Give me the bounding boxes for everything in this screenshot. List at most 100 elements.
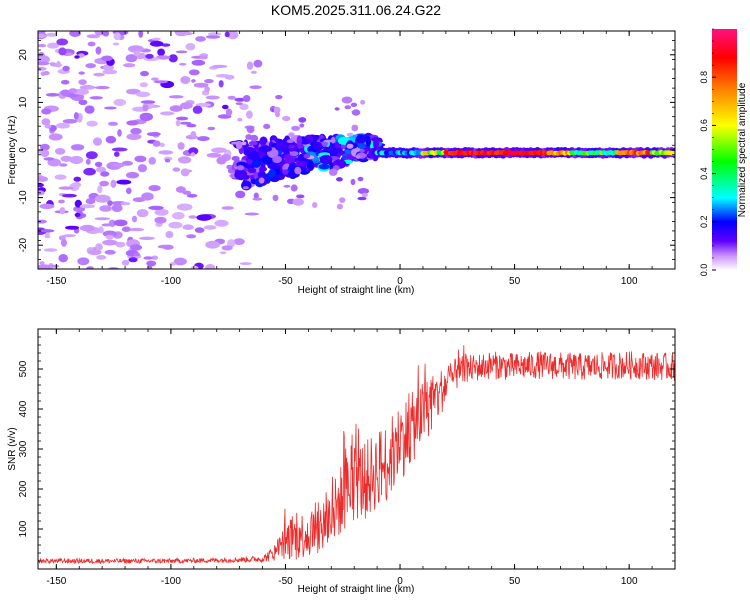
spectrogram-cell bbox=[355, 154, 361, 159]
spectrogram-cell bbox=[224, 74, 235, 80]
snr-y-label: SNR (v/v) bbox=[7, 427, 18, 470]
spectrogram-cell bbox=[275, 111, 280, 118]
spectrogram-cell bbox=[246, 110, 253, 119]
spectrogram-cell bbox=[142, 104, 149, 112]
spectrogram-cell bbox=[99, 205, 112, 212]
spectrogram-cell bbox=[134, 155, 147, 163]
x-tick-label: 50 bbox=[509, 276, 521, 287]
spectrogram-cell bbox=[38, 190, 45, 196]
spectrogram-cell bbox=[38, 176, 48, 182]
spectrogram-cell bbox=[351, 109, 361, 116]
spectrogram-cell bbox=[126, 171, 139, 179]
spectrogram-cell bbox=[44, 234, 51, 239]
spectrogram-cell bbox=[246, 159, 253, 165]
spectrogram-cell bbox=[73, 112, 79, 120]
spectrogram-cell bbox=[58, 199, 65, 204]
x-tick-label: -100 bbox=[161, 276, 181, 287]
spectrogram-cell bbox=[121, 259, 130, 266]
spectrogram-cell bbox=[244, 212, 260, 216]
spectrogram-cell bbox=[152, 140, 161, 147]
spectrogram-cell bbox=[114, 151, 120, 157]
spectrogram-cell bbox=[38, 61, 50, 66]
spectrogram-cell bbox=[117, 129, 122, 137]
spectrogram-cell bbox=[94, 217, 111, 221]
spectrogram-cell bbox=[237, 165, 245, 171]
spectrogram-cell bbox=[168, 95, 184, 99]
spectrogram-cell bbox=[158, 150, 174, 155]
spectrogram-cell bbox=[365, 136, 371, 147]
spectrogram-cell bbox=[296, 135, 303, 146]
spectrogram-cell bbox=[84, 105, 95, 114]
spectrogram-cell bbox=[180, 76, 191, 84]
spectrogram-cell bbox=[171, 212, 185, 220]
spectrogram-cell bbox=[65, 225, 80, 230]
spectrogram-cell bbox=[39, 203, 55, 209]
spectrogram-cell bbox=[85, 63, 96, 69]
spectrogram-cell bbox=[350, 102, 358, 108]
spectrogram-cell bbox=[56, 122, 70, 129]
spectrogram-cell bbox=[74, 212, 81, 217]
spectrogram-cell bbox=[56, 38, 68, 46]
spectrogram-cell bbox=[54, 148, 66, 155]
spectrogram-cell bbox=[195, 102, 211, 107]
spectrogram-cell bbox=[95, 243, 103, 251]
spectrogram-cell bbox=[78, 99, 88, 106]
y-tick-label: 500 bbox=[18, 360, 29, 377]
spectrogram-cell bbox=[205, 35, 221, 39]
spectrogram-cell bbox=[86, 34, 100, 39]
spectrogram-cell bbox=[93, 72, 105, 77]
spectrogram-cell bbox=[99, 180, 109, 187]
spectrogram-cell bbox=[299, 138, 311, 145]
spectrogram-cell bbox=[224, 31, 230, 38]
spectrogram-cell bbox=[38, 33, 47, 38]
spectrogram-cell bbox=[157, 48, 166, 57]
x-tick-label: -100 bbox=[161, 576, 181, 587]
spectrogram-cell bbox=[127, 45, 144, 53]
spectrogram-cell bbox=[312, 202, 318, 208]
spectrogram-cell bbox=[341, 96, 353, 104]
spectrogram-cell bbox=[40, 229, 55, 233]
spectrogram-cell bbox=[107, 121, 119, 126]
spectrogram-cell bbox=[38, 182, 44, 188]
spectrogram-cell bbox=[126, 133, 142, 140]
spectrogram-cell bbox=[339, 197, 346, 203]
spectrogram-cell bbox=[146, 132, 161, 137]
spectrogram-cell bbox=[231, 156, 240, 161]
spectrogram-cell bbox=[113, 98, 127, 107]
spectrogram-cell bbox=[102, 239, 118, 246]
spectrogram-cell bbox=[69, 155, 84, 165]
snr-x-axis: -150 -100 -50 0 50 100 bbox=[46, 329, 676, 587]
spectrogram-cell bbox=[156, 55, 171, 60]
spectrogram-cell bbox=[154, 216, 167, 224]
spectrogram-cell bbox=[175, 50, 188, 54]
spectrogram-cell bbox=[296, 160, 307, 167]
spectrogram-cell bbox=[38, 264, 52, 269]
colorbar: 0.0 0.2 0.4 0.6 0.8 Normalized spectral ampl… bbox=[699, 28, 748, 276]
spectrogram-x-axis: -150 -100 -50 0 50 100 bbox=[46, 31, 676, 287]
spectrogram-cell bbox=[86, 266, 94, 269]
spectrogram-cell bbox=[251, 159, 262, 168]
spectrogram-cell bbox=[157, 244, 173, 249]
spectrogram-cell bbox=[126, 187, 132, 195]
spectrogram-cell bbox=[272, 194, 279, 202]
x-tick-label: -50 bbox=[278, 276, 293, 287]
spectrogram-cell bbox=[89, 96, 104, 100]
spectrogram-cell bbox=[286, 139, 294, 144]
spectrogram-cell bbox=[211, 147, 227, 153]
spectrogram-cell bbox=[140, 100, 156, 104]
spectrogram-cell bbox=[149, 40, 164, 47]
spectrogram-cell bbox=[196, 214, 212, 221]
spectrogram-cell bbox=[105, 135, 117, 144]
spectrogram-cell bbox=[263, 123, 271, 129]
spectrogram-cell bbox=[102, 31, 110, 37]
spectrogram-cell bbox=[329, 148, 338, 159]
spectrogram-cell bbox=[83, 167, 96, 176]
spectrogram-cell bbox=[239, 262, 252, 265]
spectrogram-cell bbox=[128, 227, 145, 232]
spectrogram-cell bbox=[357, 142, 366, 150]
spectrogram-cell bbox=[290, 184, 298, 192]
spectrogram-cell bbox=[250, 70, 257, 74]
spectrogram-cell bbox=[139, 82, 148, 88]
spectrogram-cell bbox=[336, 203, 343, 210]
spectrogram-cell bbox=[160, 111, 175, 116]
